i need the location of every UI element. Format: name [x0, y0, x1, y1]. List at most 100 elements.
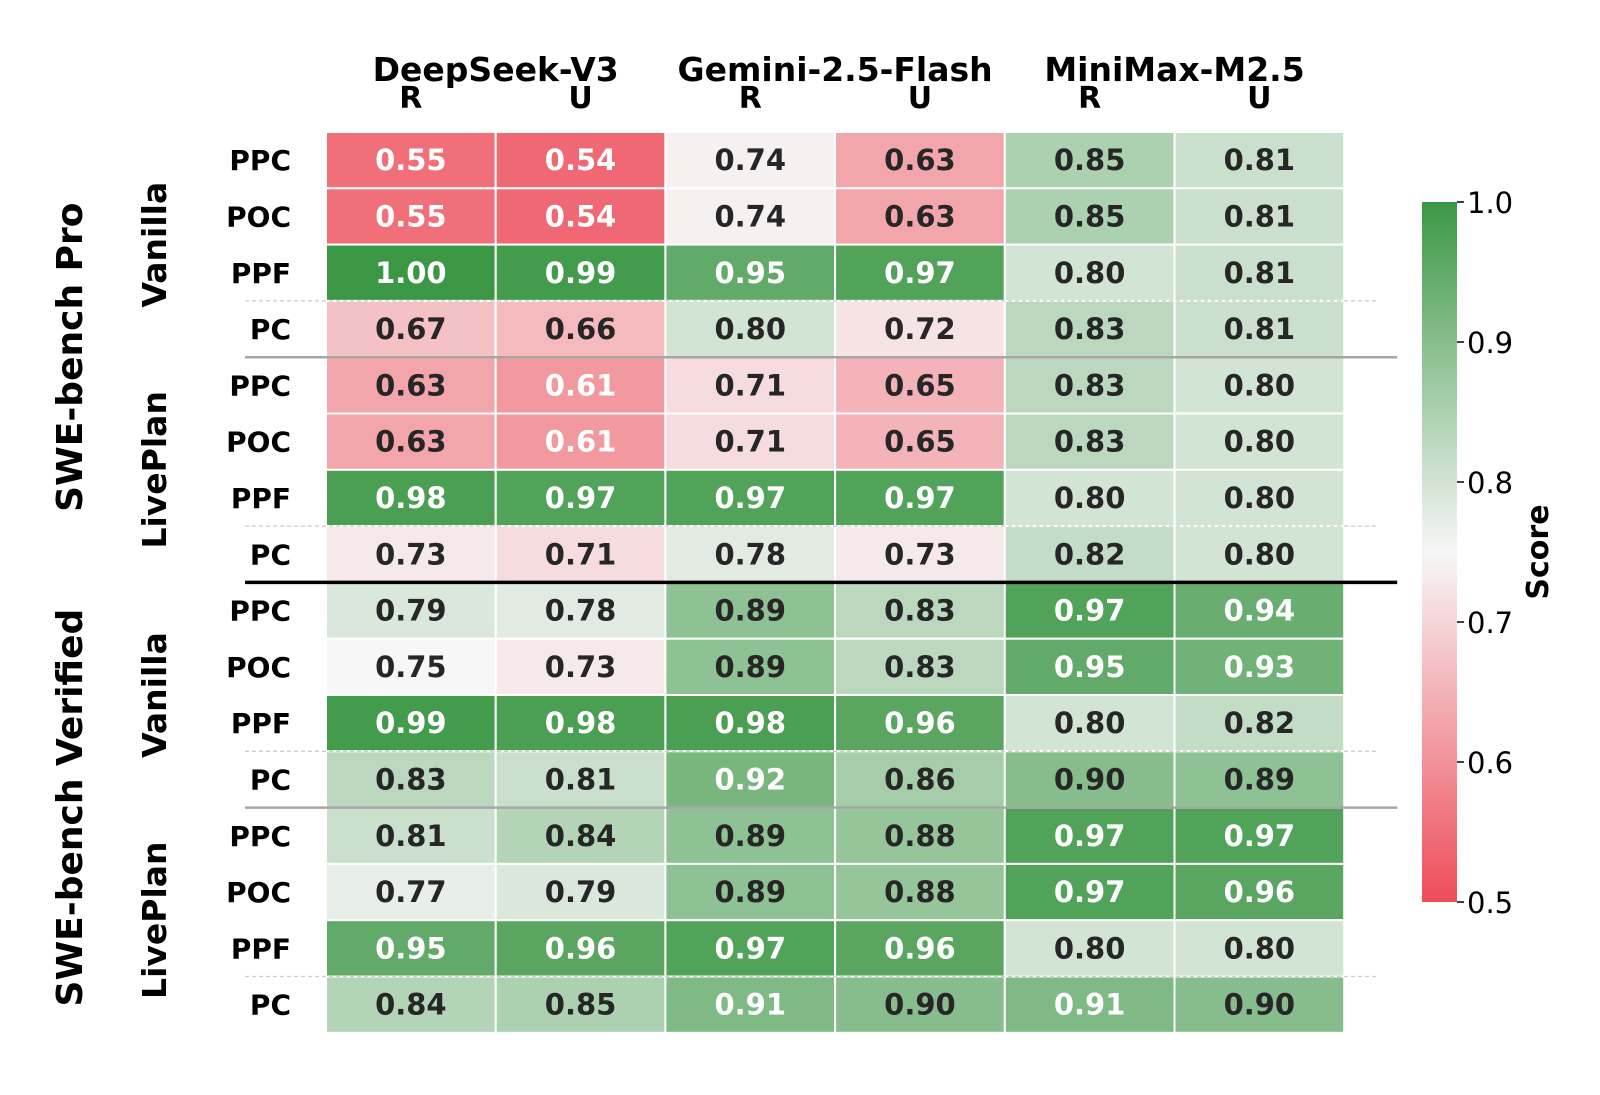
cell-value-label: 0.97	[1224, 819, 1296, 853]
cell-value-label: 0.97	[1054, 875, 1126, 909]
cell-value-label: 0.91	[1054, 988, 1126, 1022]
colorbar-gradient	[1422, 202, 1457, 902]
metric-row-label: PPC	[229, 144, 291, 177]
heatmap-cell	[1173, 862, 1346, 922]
cell-value-label: 0.81	[1224, 199, 1296, 233]
cell-value-label: 0.95	[1054, 650, 1126, 684]
heatmap-cell	[494, 694, 667, 753]
heatmap-cell	[494, 412, 667, 471]
heatmap-cell	[494, 750, 667, 809]
benchmark-label: SWE-bench Pro	[50, 203, 91, 512]
cell-value-label: 0.80	[714, 312, 786, 346]
benchmark-label: SWE-bench Verified	[50, 609, 91, 1007]
cell-value-label: 0.63	[884, 199, 956, 233]
cell-value-label: 0.89	[714, 819, 786, 853]
heatmap-cell	[325, 187, 497, 246]
heatmap-cell	[325, 750, 497, 809]
heatmap-cell	[325, 862, 497, 922]
cell-value-label: 0.78	[545, 594, 617, 628]
metric-row-label: PC	[250, 989, 291, 1022]
cell-value-label: 0.74	[714, 199, 786, 233]
heatmap-cell	[834, 187, 1006, 246]
cell-value-label: 0.81	[375, 819, 447, 853]
setting-group-label: Vanilla	[135, 632, 174, 758]
heatmap-cell	[494, 187, 667, 246]
heatmap-cell	[1173, 412, 1346, 471]
cell-value-label: 0.83	[375, 762, 447, 796]
cell-value-label: 0.96	[884, 931, 956, 965]
cell-value-label: 0.80	[1054, 931, 1126, 965]
heatmap-cell	[834, 412, 1006, 471]
heatmap-cell	[1173, 975, 1346, 1034]
heatmap-cell	[834, 299, 1006, 359]
metric-row-label: POC	[226, 426, 291, 459]
metric-row-label: POC	[226, 200, 291, 233]
cell-value-label: 1.00	[375, 256, 447, 290]
cell-value-label: 0.95	[714, 256, 786, 290]
heatmap-cell	[1003, 919, 1176, 978]
cell-value-label: 0.75	[375, 650, 447, 684]
heatmap-cell	[1003, 525, 1176, 584]
cell-value-label: 0.80	[1054, 256, 1126, 290]
cell-value-label: 0.80	[1224, 931, 1296, 965]
cell-value-label: 0.97	[884, 256, 956, 290]
cell-value-label: 0.74	[714, 143, 786, 177]
cell-value-label: 0.63	[884, 143, 956, 177]
cell-value-label: 0.82	[1224, 706, 1296, 740]
heatmap-cell	[1003, 412, 1176, 471]
model-header: Gemini-2.5-Flash	[678, 50, 993, 89]
cell-value-label: 0.83	[1054, 368, 1126, 402]
cell-value-label: 0.80	[1054, 706, 1126, 740]
heatmap-cell	[834, 750, 1006, 809]
cell-value-label: 0.88	[884, 819, 956, 853]
metric-row-label: PPF	[231, 482, 291, 515]
heatmap-cell	[834, 806, 1006, 865]
heatmap-cell	[834, 525, 1006, 584]
cell-value-label: 0.73	[545, 650, 617, 684]
heatmap-cell	[834, 975, 1006, 1034]
cell-value-label: 0.85	[1054, 143, 1126, 177]
heatmap-cell	[664, 694, 837, 753]
cell-value-label: 0.96	[884, 706, 956, 740]
heatmap-cell	[1003, 468, 1176, 528]
cell-value-label: 0.85	[545, 988, 617, 1022]
heatmap-cell	[1173, 806, 1346, 865]
cell-value-label: 0.82	[1054, 537, 1126, 571]
cell-value-label: 0.97	[884, 481, 956, 515]
heatmap-cell	[664, 412, 837, 471]
cell-value-label: 0.92	[714, 762, 786, 796]
colorbar-tick-label: 0.8	[1467, 466, 1513, 500]
colorbar-tick-label: 0.5	[1467, 886, 1513, 920]
heatmap-cell	[834, 637, 1006, 697]
heatmap-cell	[494, 975, 667, 1034]
separators	[245, 300, 1398, 978]
heatmap-cell	[325, 412, 497, 471]
cell-value-label: 0.97	[545, 481, 617, 515]
cell-value-label: 0.81	[1224, 256, 1296, 290]
heatmap-cell	[664, 581, 837, 640]
metric-row-label: POC	[226, 876, 291, 909]
cell-value-label: 0.90	[1224, 988, 1296, 1022]
colorbar-label: Score	[1521, 504, 1556, 599]
cell-value-label: 0.80	[1224, 425, 1296, 459]
heatmap-cell	[325, 243, 497, 302]
cell-value-label: 0.79	[375, 594, 447, 628]
colorbar: 0.5 0.6 0.7 0.8 0.9 1.0 Score	[1422, 186, 1556, 920]
cell-value-label: 0.97	[714, 481, 786, 515]
cell-value-label: 0.72	[884, 312, 956, 346]
cell-value-label: 0.63	[375, 368, 447, 402]
cell-value-label: 0.97	[714, 931, 786, 965]
model-header: MiniMax-M2.5	[1044, 50, 1304, 89]
heatmap-cell	[325, 694, 497, 753]
cell-value-label: 0.54	[545, 143, 617, 177]
cell-value-label: 0.99	[375, 706, 447, 740]
column-subheader: U	[1247, 81, 1271, 116]
metric-row-label: PPC	[229, 369, 291, 402]
setting-group-label: LivePlan	[135, 841, 174, 999]
row-labels: PPC POC PPF PC PPC POC PPF PC PPC POC PPF PC PPC POC P…	[50, 144, 291, 1022]
column-subheader: R	[1078, 81, 1101, 116]
cell-value-label: 0.71	[714, 368, 786, 402]
setting-group-label: LivePlan	[135, 391, 174, 549]
cell-value-label: 0.63	[375, 425, 447, 459]
